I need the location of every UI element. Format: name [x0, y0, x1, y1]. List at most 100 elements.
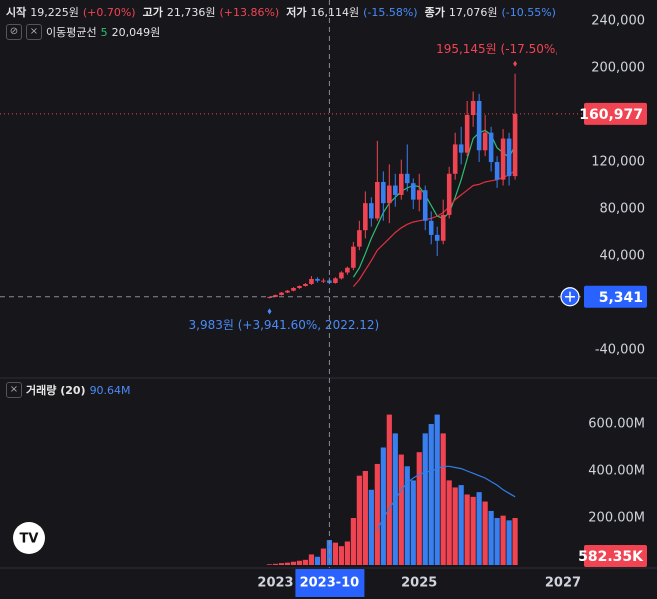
- volume-bar: [482, 501, 488, 565]
- candle-body: [470, 100, 476, 116]
- volume-tick-label: 400.00M: [588, 463, 645, 478]
- volume-bar: [494, 517, 500, 565]
- volume-bar: [512, 517, 518, 565]
- volume-bar: [434, 414, 440, 565]
- crosshair-x-label: 2023-10: [300, 576, 360, 591]
- volume-bar: [314, 556, 321, 565]
- candle-body: [315, 278, 320, 281]
- x-tick-label: 2027: [545, 576, 581, 591]
- y-tick-label: 40,000: [600, 249, 646, 264]
- candle-body: [273, 295, 278, 297]
- volume-bar: [404, 466, 410, 565]
- ma-name: 이동평균선: [46, 26, 97, 39]
- y-tick-label: 200,000: [591, 61, 645, 76]
- visibility-toggle[interactable]: ⊘: [6, 24, 22, 40]
- volume-bar: [500, 515, 506, 565]
- candle-body: [458, 144, 464, 153]
- volume-tick-label: 200.00M: [588, 510, 645, 525]
- candle-body: [404, 173, 410, 184]
- ma-line: [352, 129, 516, 278]
- ohlc-value: 21,736원: [166, 6, 216, 19]
- ohlc-value: 16,114원: [310, 6, 360, 19]
- volume-bar: [320, 548, 327, 565]
- ma-legend: ⊘ × 이동평균선 5 20,049원: [6, 24, 160, 40]
- y-tick-label: 240,000: [591, 14, 645, 29]
- candle-body: [375, 182, 380, 219]
- volume-bar: [464, 494, 470, 565]
- crosshair-price-box: [584, 285, 647, 308]
- ma-period: 5: [100, 25, 108, 39]
- candle-body: [345, 267, 350, 273]
- price-pane: 195,145원 (-17.50%, 2026.0 3,983원 (+3,941.…: [0, 42, 605, 332]
- crosshair-price-label: 5,341: [599, 290, 643, 306]
- volume-bar: [422, 433, 428, 565]
- x-tick-label: 2025: [401, 576, 437, 591]
- candle-body: [303, 283, 308, 286]
- crosshair-x-box: [295, 569, 365, 597]
- volume-bar: [488, 510, 494, 565]
- volume-bar: [344, 541, 350, 565]
- volume-bar: [470, 496, 476, 565]
- candle-body: [398, 173, 404, 195]
- volume-ma-value: 90.64M: [89, 383, 131, 397]
- candle-body: [357, 230, 362, 247]
- candle-body: [440, 214, 446, 241]
- candle-body: [351, 246, 356, 268]
- ohlc-label: 시작: [6, 6, 27, 19]
- candle-body: [410, 183, 416, 200]
- candle-body: [434, 234, 440, 241]
- ohlc-change: (+0.70%): [82, 5, 136, 19]
- candle-body: [381, 182, 386, 204]
- candle-body: [387, 185, 392, 204]
- volume-bar: [284, 562, 291, 565]
- y-tick-label: 80,000: [600, 202, 646, 217]
- ma-value: 20,049원: [111, 26, 161, 39]
- volume-bar: [440, 433, 446, 565]
- volume-name: 거래량 (20): [26, 384, 86, 397]
- candle-body: [309, 278, 314, 284]
- candle-body: [422, 190, 428, 221]
- candle-body: [512, 113, 518, 177]
- volume-bar: [290, 561, 297, 565]
- candle-body: [416, 190, 422, 200]
- volume-bar: [308, 554, 315, 565]
- ma-line: [352, 169, 516, 287]
- candle-body: [476, 100, 482, 151]
- current-price-box: [584, 102, 647, 125]
- remove-indicator[interactable]: ×: [6, 382, 22, 398]
- candle-body: [452, 144, 458, 174]
- candle-body: [446, 173, 452, 215]
- volume-pane: [266, 414, 518, 565]
- candle-body: [392, 185, 398, 195]
- candle-body: [285, 290, 290, 293]
- volume-bar: [272, 563, 279, 565]
- volume-bar: [386, 414, 392, 565]
- ohlc-value: 17,076원: [448, 6, 498, 19]
- candle-body: [363, 203, 368, 231]
- x-tick-label: 2023: [257, 576, 293, 591]
- ohlc-change: (-15.58%): [363, 5, 418, 19]
- candle-body: [291, 287, 296, 291]
- volume-bar: [416, 452, 422, 565]
- add-icon: [565, 291, 575, 302]
- candle-body: [500, 138, 506, 180]
- volume-bar: [458, 485, 464, 565]
- ohlc-label: 종가: [424, 6, 445, 19]
- volume-bar: [476, 492, 482, 565]
- logo[interactable]: [13, 522, 45, 554]
- current-price-label: 160,977: [579, 107, 643, 123]
- current-volume-box: [584, 545, 647, 567]
- candle-body: [494, 162, 500, 180]
- volume-bar: [368, 489, 374, 565]
- candle-body: [369, 203, 374, 219]
- current-volume-label: 582.35K: [578, 549, 644, 565]
- volume-bar: [332, 542, 338, 565]
- candle-body: [297, 285, 302, 288]
- volume-bar: [506, 520, 512, 565]
- high-annotation: 195,145원 (-17.50%, 2026.0: [436, 42, 605, 56]
- ohlc-change: (-10.55%): [501, 5, 556, 19]
- remove-indicator[interactable]: ×: [26, 24, 42, 40]
- ohlc-value: 19,225원: [30, 6, 79, 19]
